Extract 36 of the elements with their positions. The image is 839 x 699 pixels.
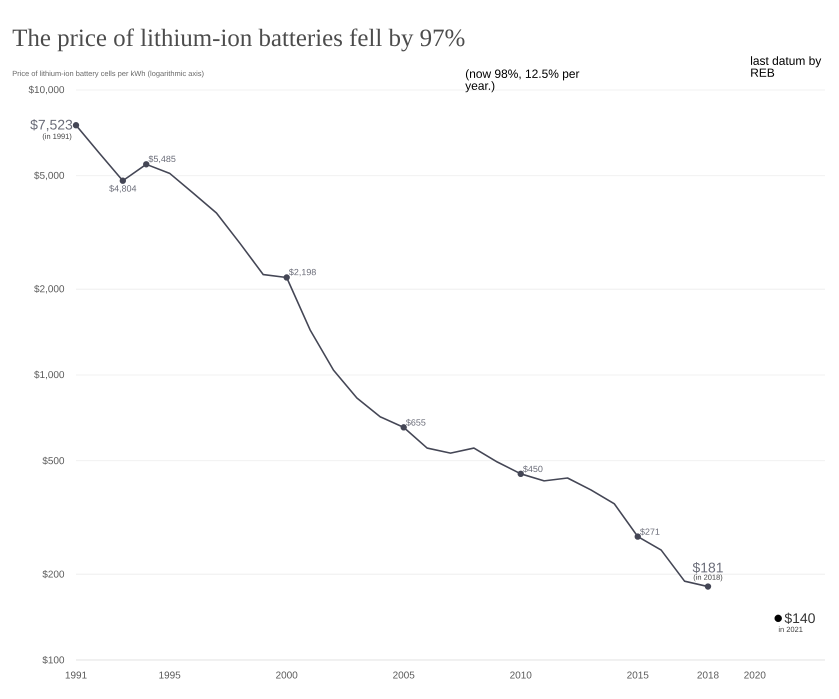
- point: [400, 424, 407, 431]
- point: [518, 470, 524, 478]
- data-label: $450: [523, 465, 543, 473]
- x-tick-label: 2005: [393, 672, 414, 679]
- data-label: $655: [406, 418, 426, 426]
- y-tick-label: $5,000: [34, 171, 64, 180]
- data-label: $271: [640, 528, 660, 536]
- x-tick-label: 1995: [159, 672, 180, 679]
- data-label: $7,523: [30, 119, 72, 132]
- y-tick-label: $1,000: [34, 370, 64, 380]
- x-tick-label: 2010: [510, 672, 532, 679]
- data-label: $4,804: [109, 184, 136, 193]
- data-label: $140: [784, 612, 815, 624]
- y-tick-label: $2,000: [34, 284, 64, 294]
- point: [634, 533, 641, 540]
- point: [704, 583, 712, 590]
- data-label: $5,485: [148, 155, 176, 164]
- y-tick-label: $200: [42, 570, 64, 578]
- chart-title: The price of lithium-ion batteries fell by 97%: [12, 28, 464, 52]
- text: last datum by REB: [751, 56, 822, 77]
- x-tick-label: 2018: [697, 672, 719, 679]
- data-label: $2,198: [288, 268, 316, 276]
- point: [143, 161, 150, 168]
- x-tick-label: 2015: [627, 672, 648, 679]
- data-label: $181: [692, 562, 723, 574]
- point: [72, 122, 80, 128]
- x-tick-label: 1991: [66, 672, 87, 679]
- point: [774, 614, 782, 622]
- x-tick-label: 2000: [276, 672, 298, 679]
- annotation: (now 98%, 12.5% per year.): [465, 69, 580, 92]
- y-tick-label: $500: [42, 456, 64, 465]
- point: [283, 274, 290, 281]
- point: [120, 178, 126, 184]
- y-tick-label: $100: [42, 656, 64, 664]
- y-tick-label: $10,000: [28, 86, 64, 94]
- x-tick-label: 2020: [744, 672, 766, 679]
